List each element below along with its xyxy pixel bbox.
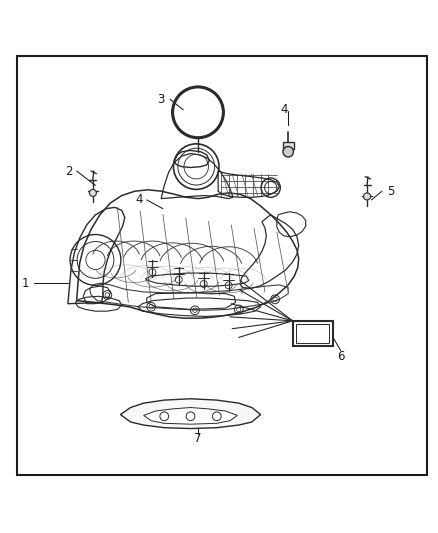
- Text: 3: 3: [158, 93, 165, 106]
- Polygon shape: [283, 142, 294, 149]
- Polygon shape: [120, 399, 261, 429]
- Polygon shape: [144, 408, 237, 424]
- Circle shape: [89, 189, 96, 197]
- Text: 5: 5: [387, 184, 394, 198]
- Text: 2: 2: [65, 165, 73, 177]
- Text: 4: 4: [135, 193, 143, 206]
- Text: 4: 4: [280, 103, 288, 116]
- Text: 1: 1: [21, 277, 29, 289]
- Circle shape: [283, 147, 293, 157]
- Circle shape: [364, 193, 371, 200]
- Text: 7: 7: [194, 432, 202, 445]
- Text: 6: 6: [337, 350, 345, 363]
- Polygon shape: [293, 321, 333, 346]
